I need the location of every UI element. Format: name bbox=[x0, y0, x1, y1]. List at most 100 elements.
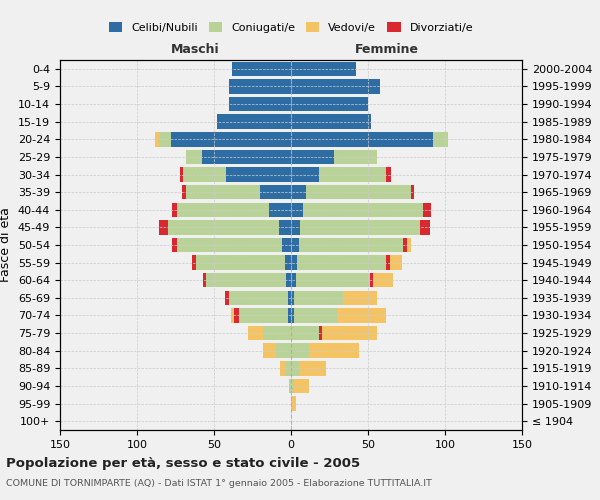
Bar bbox=[180, 168, 291, 181]
Bar bbox=[291, 150, 377, 164]
Bar bbox=[229, 79, 291, 94]
Text: Femmine: Femmine bbox=[355, 44, 418, 57]
Bar bbox=[165, 220, 291, 234]
Bar bbox=[217, 114, 291, 129]
Bar bbox=[291, 308, 386, 322]
Bar bbox=[291, 220, 421, 234]
Bar bbox=[288, 308, 291, 322]
Bar bbox=[269, 202, 291, 217]
Bar bbox=[158, 132, 291, 146]
Bar bbox=[289, 378, 291, 393]
Bar bbox=[286, 273, 291, 287]
Bar bbox=[155, 132, 291, 146]
Bar bbox=[280, 361, 291, 376]
Text: Maschi: Maschi bbox=[171, 44, 220, 57]
Bar bbox=[291, 344, 359, 358]
Bar bbox=[186, 150, 291, 164]
Bar bbox=[291, 168, 391, 181]
Bar bbox=[291, 79, 380, 94]
Bar bbox=[291, 290, 343, 305]
Bar bbox=[196, 256, 291, 270]
Bar bbox=[291, 185, 414, 200]
Bar bbox=[289, 378, 291, 393]
Bar bbox=[291, 202, 431, 217]
Bar bbox=[291, 344, 310, 358]
Text: Popolazione per età, sesso e stato civile - 2005: Popolazione per età, sesso e stato civil… bbox=[6, 458, 360, 470]
Bar bbox=[158, 132, 291, 146]
Text: COMUNE DI TORNIMPARTE (AQ) - Dati ISTAT 1° gennaio 2005 - Elaborazione TUTTITALI: COMUNE DI TORNIMPARTE (AQ) - Dati ISTAT … bbox=[6, 479, 432, 488]
Bar bbox=[282, 238, 291, 252]
Bar bbox=[291, 132, 448, 146]
Bar bbox=[291, 378, 294, 393]
Bar bbox=[232, 62, 291, 76]
Bar bbox=[229, 97, 291, 112]
Bar bbox=[291, 378, 294, 393]
Bar bbox=[291, 202, 304, 217]
Bar bbox=[291, 202, 424, 217]
Bar bbox=[248, 326, 291, 340]
Bar bbox=[291, 114, 371, 129]
Bar bbox=[291, 396, 296, 411]
Bar bbox=[177, 238, 291, 252]
Bar bbox=[291, 62, 356, 76]
Bar bbox=[229, 79, 291, 94]
Bar bbox=[193, 256, 291, 270]
Bar bbox=[291, 79, 380, 94]
Bar bbox=[229, 79, 291, 94]
Bar bbox=[291, 326, 377, 340]
Bar bbox=[291, 150, 334, 164]
Bar bbox=[229, 97, 291, 112]
Bar bbox=[291, 220, 428, 234]
Bar bbox=[291, 273, 296, 287]
Bar bbox=[226, 168, 291, 181]
Bar bbox=[291, 185, 307, 200]
Bar bbox=[217, 114, 291, 129]
Bar bbox=[229, 97, 291, 112]
Bar bbox=[183, 168, 291, 181]
Bar bbox=[291, 132, 433, 146]
Bar bbox=[291, 326, 319, 340]
Bar bbox=[291, 238, 299, 252]
Bar bbox=[291, 150, 377, 164]
Bar bbox=[291, 220, 300, 234]
Bar bbox=[291, 326, 322, 340]
Bar bbox=[177, 202, 291, 217]
Bar bbox=[288, 290, 291, 305]
Bar bbox=[182, 185, 291, 200]
Bar bbox=[229, 79, 291, 94]
Bar bbox=[193, 256, 291, 270]
Bar bbox=[291, 256, 297, 270]
Bar bbox=[229, 97, 291, 112]
Bar bbox=[291, 114, 371, 129]
Bar bbox=[226, 290, 291, 305]
Bar bbox=[291, 185, 414, 200]
Bar bbox=[291, 290, 377, 305]
Bar bbox=[275, 344, 291, 358]
Bar bbox=[203, 273, 291, 287]
Bar bbox=[291, 114, 371, 129]
Bar bbox=[239, 308, 291, 322]
Bar bbox=[291, 97, 368, 112]
Bar bbox=[291, 62, 356, 76]
Bar bbox=[263, 326, 291, 340]
Bar bbox=[291, 238, 403, 252]
Bar bbox=[186, 150, 291, 164]
Bar bbox=[158, 220, 291, 234]
Bar bbox=[172, 202, 291, 217]
Bar bbox=[232, 62, 291, 76]
Bar bbox=[291, 168, 386, 181]
Bar bbox=[291, 290, 343, 305]
Bar bbox=[275, 344, 291, 358]
Bar bbox=[291, 150, 377, 164]
Bar bbox=[291, 273, 373, 287]
Bar bbox=[291, 62, 356, 76]
Bar bbox=[291, 256, 402, 270]
Bar bbox=[172, 238, 291, 252]
Legend: Celibi/Nubili, Coniugati/e, Vedovi/e, Divorziati/e: Celibi/Nubili, Coniugati/e, Vedovi/e, Di… bbox=[104, 18, 478, 37]
Bar bbox=[186, 150, 291, 164]
Bar bbox=[263, 344, 291, 358]
Bar bbox=[289, 378, 291, 393]
Bar bbox=[186, 185, 291, 200]
Bar bbox=[291, 168, 319, 181]
Bar bbox=[174, 202, 291, 217]
